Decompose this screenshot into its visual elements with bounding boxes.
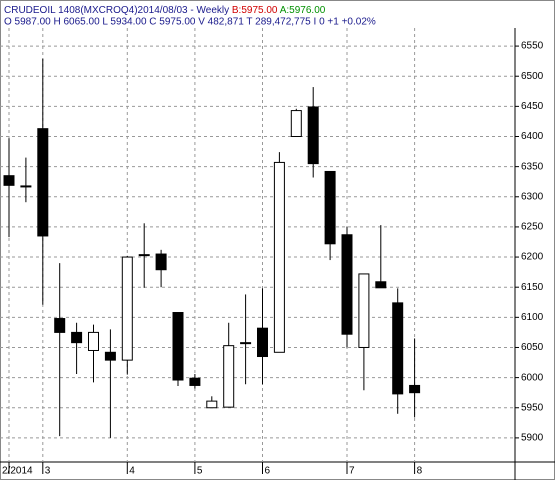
y-tick-label: 6500 bbox=[521, 71, 544, 82]
x-tick-label: 3 bbox=[45, 466, 51, 477]
candle-body bbox=[206, 400, 218, 409]
candle-body bbox=[392, 302, 404, 395]
candle-body bbox=[409, 384, 421, 394]
candle-body bbox=[3, 175, 15, 186]
y-tick-label: 6550 bbox=[521, 41, 544, 52]
y-tick-label: 6150 bbox=[521, 282, 544, 293]
y-tick-label: 6050 bbox=[521, 342, 544, 353]
y-tick-label: 6300 bbox=[521, 191, 544, 202]
candle-body bbox=[240, 342, 252, 345]
candle-body bbox=[71, 331, 83, 344]
period: - Weekly bbox=[188, 5, 230, 16]
candle-body bbox=[223, 345, 235, 408]
candle-body bbox=[88, 331, 99, 351]
candle-body bbox=[341, 234, 353, 335]
y-tick-label: 5900 bbox=[521, 433, 544, 444]
candle-body bbox=[324, 170, 336, 245]
chart-title: CRUDEOIL 1408(MXCROQ4)2014/08/03 - Weekl… bbox=[4, 5, 326, 16]
candle-body bbox=[290, 110, 302, 138]
y-tick-label: 6250 bbox=[521, 222, 544, 233]
candle-body bbox=[257, 327, 268, 358]
ask: A:5976.00 bbox=[280, 5, 326, 16]
candle-body bbox=[54, 318, 66, 333]
instrument: CRUDEOIL 1408(MXCROQ4)2014/08/03 bbox=[4, 5, 188, 16]
candle-body bbox=[189, 377, 201, 386]
candle-body bbox=[358, 273, 370, 348]
candle-body bbox=[375, 281, 387, 289]
y-tick-label: 6200 bbox=[521, 252, 544, 263]
x-tick-label: 4 bbox=[129, 466, 135, 477]
y-tick-label: 6350 bbox=[521, 161, 544, 172]
candle-body bbox=[172, 312, 184, 381]
y-tick-label: 6000 bbox=[521, 372, 544, 383]
candle-body bbox=[155, 253, 167, 271]
candle-body bbox=[20, 185, 32, 188]
y-tick-label: 6400 bbox=[521, 131, 544, 142]
summary: O 5987.00 H 6065.00 L 5934.00 C 5975.00 … bbox=[4, 17, 376, 28]
candle-body bbox=[104, 351, 116, 361]
candle-body bbox=[121, 256, 133, 361]
x-tick-label: 6 bbox=[265, 466, 271, 477]
x-tick-label: 2/2014 bbox=[2, 466, 33, 477]
y-tick-label: 6100 bbox=[521, 312, 544, 323]
candle-body bbox=[138, 254, 150, 257]
candle-body bbox=[307, 106, 319, 165]
candle-body bbox=[273, 161, 285, 353]
y-tick-label: 6450 bbox=[521, 101, 544, 112]
y-tick-label: 5950 bbox=[521, 402, 544, 413]
bid: B:5975.00 bbox=[232, 5, 278, 16]
x-tick-label: 5 bbox=[197, 466, 203, 477]
candle-body bbox=[37, 128, 49, 237]
x-tick-label: 8 bbox=[417, 466, 423, 477]
x-tick-label: 7 bbox=[349, 466, 355, 477]
